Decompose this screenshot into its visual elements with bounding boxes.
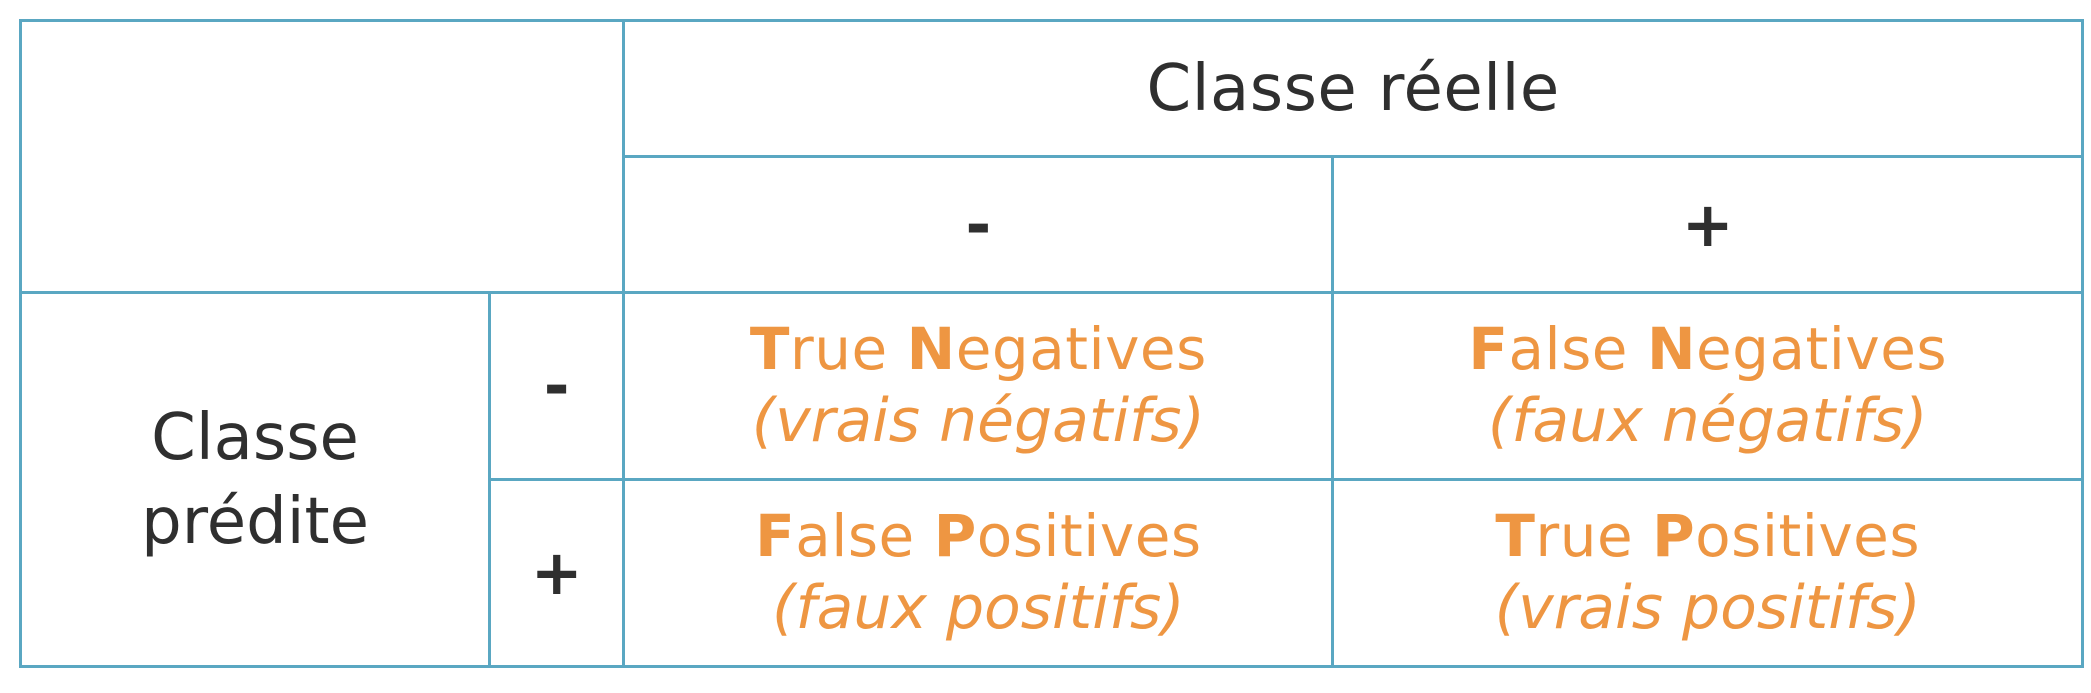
- column-sign-negative: -: [965, 187, 992, 261]
- true-positives-cell: True Positives (vrais positifs): [1331, 478, 2084, 668]
- predicted-class-label-line1: Classe: [151, 400, 359, 475]
- row-sign-negative: -: [543, 349, 570, 422]
- false-negatives-cell: False Negatives (faux négatifs): [1331, 291, 2084, 481]
- actual-class-header: Classe réelle: [622, 19, 2084, 158]
- false-positives-title: False Positives: [755, 502, 1202, 571]
- false-positives-cell: False Positives (faux positifs): [622, 478, 1335, 668]
- predicted-class-header: Classe prédite: [18, 291, 492, 668]
- true-positives-subtitle: (vrais positifs): [1494, 572, 1921, 643]
- false-negatives-title: False Negatives: [1468, 315, 1948, 384]
- confusion-matrix: Classe réelle - + Classe prédite - True …: [18, 19, 2084, 668]
- row-sign-positive: +: [530, 536, 583, 609]
- true-negatives-subtitle: (vrais négatifs): [751, 385, 1205, 456]
- predicted-class-label-line2: prédite: [141, 484, 369, 559]
- false-negatives-subtitle: (faux négatifs): [1487, 385, 1928, 456]
- empty-corner-cell: [18, 19, 626, 294]
- row-header-negative: -: [488, 291, 626, 481]
- true-positives-title: True Positives: [1495, 502, 1921, 571]
- column-header-positive: +: [1331, 155, 2084, 294]
- false-positives-subtitle: (faux positifs): [772, 572, 1185, 643]
- true-negatives-title: True Negatives: [749, 315, 1207, 384]
- true-negatives-cell: True Negatives (vrais négatifs): [622, 291, 1335, 481]
- column-sign-positive: +: [1681, 187, 1734, 261]
- row-header-positive: +: [488, 478, 626, 668]
- column-header-negative: -: [622, 155, 1335, 294]
- actual-class-label: Classe réelle: [1146, 51, 1560, 126]
